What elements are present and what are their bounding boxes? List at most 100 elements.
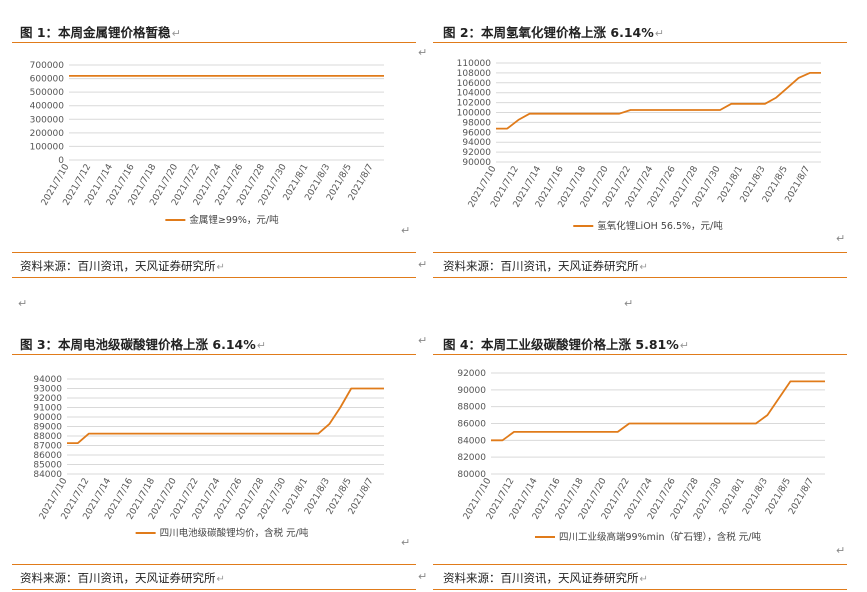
data-point (88, 432, 90, 434)
y-tick-label: 90000 (457, 386, 486, 396)
data-point (596, 113, 598, 115)
data-point (361, 387, 363, 389)
y-tick-label: 91000 (33, 404, 62, 414)
data-point (230, 432, 232, 434)
data-point (686, 422, 688, 424)
y-tick-label: 104000 (457, 89, 492, 99)
data-point (786, 87, 788, 89)
data-point (350, 75, 352, 77)
data-point (743, 422, 745, 424)
data-point (651, 422, 653, 424)
figure-2-top-rule (433, 42, 847, 43)
data-point (824, 380, 826, 382)
figure-4-source: 资料来源：百川资讯，天风证券研究所↵ (443, 571, 648, 585)
figure-1-source: 资料来源：百川资讯，天风证券研究所↵ (20, 259, 225, 273)
data-point (559, 431, 561, 433)
figure-3-source-rule (12, 589, 416, 590)
data-point (273, 432, 275, 434)
data-point (524, 431, 526, 433)
y-tick-label: 89000 (33, 423, 62, 433)
y-tick-label: 85000 (33, 461, 62, 471)
paragraph-mark: ↵ (679, 339, 689, 352)
data-point (685, 109, 687, 111)
data-point (208, 432, 210, 434)
data-point (99, 432, 101, 434)
paragraph-mark: ↵ (654, 27, 664, 40)
data-point (209, 75, 211, 77)
data-point (339, 406, 341, 408)
data-point (618, 113, 620, 115)
y-tick-label: 700000 (30, 61, 65, 71)
legend-label: 氢氧化锂LiOH 56.5%，元/吨 (597, 220, 723, 232)
data-point (339, 75, 341, 77)
data-point (764, 103, 766, 105)
figure-4-top-rule (433, 354, 847, 355)
data-point (68, 75, 70, 77)
y-tick-label: 94000 (33, 375, 62, 385)
y-tick-label: 80000 (457, 470, 486, 480)
figure-3-bottom-rule (12, 564, 416, 565)
data-point (809, 72, 811, 74)
y-tick-label: 88000 (457, 403, 486, 413)
y-tick-label: 98000 (462, 118, 491, 128)
y-tick-label: 0 (58, 156, 64, 166)
figure-3-source: 资料来源：百川资讯，天风证券研究所↵ (20, 571, 225, 585)
legend-label: 四川电池级碳酸锂均价，含税 元/吨 (160, 527, 309, 539)
y-tick-label: 88000 (33, 432, 62, 442)
data-point (732, 422, 734, 424)
data-point (605, 431, 607, 433)
y-tick-label: 94000 (462, 138, 491, 148)
data-point (616, 431, 618, 433)
figure-4-chart: 800008200084000860008800090000920002021/… (457, 369, 826, 543)
series-line (67, 387, 384, 444)
data-point (306, 432, 308, 434)
y-tick-label: 96000 (462, 128, 491, 138)
paragraph-mark: ↵ (418, 334, 428, 347)
y-tick-label: 108000 (457, 69, 492, 79)
data-point (296, 75, 298, 77)
data-point (540, 113, 542, 115)
paragraph-mark: ↵ (624, 297, 634, 310)
data-point (570, 431, 572, 433)
legend-label: 四川工业级高端99%min（矿石锂），含税 元/吨 (559, 531, 762, 543)
data-point (328, 423, 330, 425)
paragraph-mark: ↵ (418, 570, 428, 583)
y-tick-label: 86000 (457, 420, 486, 430)
y-tick-label: 92000 (33, 394, 62, 404)
data-point (252, 75, 254, 77)
data-point (252, 432, 254, 434)
data-point (820, 72, 822, 74)
paragraph-mark: ↵ (216, 574, 225, 585)
data-point (263, 432, 265, 434)
data-point (697, 422, 699, 424)
figure-2-chart: 9000092000940009600098000100000102000104… (457, 59, 822, 232)
data-point (197, 432, 199, 434)
y-tick-label: 82000 (457, 453, 486, 463)
data-point (513, 431, 515, 433)
data-point (133, 75, 135, 77)
series-line (491, 380, 825, 442)
y-tick-label: 110000 (457, 59, 492, 69)
data-point (361, 75, 363, 77)
data-point (709, 422, 711, 424)
data-point (242, 75, 244, 77)
y-tick-label: 106000 (457, 79, 492, 89)
data-point (166, 75, 168, 77)
figure-4-source-rule (433, 589, 847, 590)
data-point (79, 75, 81, 77)
y-tick-label: 92000 (462, 148, 491, 158)
data-point (220, 75, 222, 77)
data-point (775, 96, 777, 98)
paragraph-mark: ↵ (401, 224, 411, 237)
data-point (584, 113, 586, 115)
data-point (175, 432, 177, 434)
data-point (307, 75, 309, 77)
data-point (176, 75, 178, 77)
data-point (719, 109, 721, 111)
data-point (730, 103, 732, 105)
data-point (155, 75, 157, 77)
paragraph-mark: ↵ (836, 544, 846, 557)
figure-2-title: 图 2：本周氢氧化锂价格上涨 6.14%↵ (443, 25, 664, 40)
data-point (77, 442, 79, 444)
data-point (274, 75, 276, 77)
